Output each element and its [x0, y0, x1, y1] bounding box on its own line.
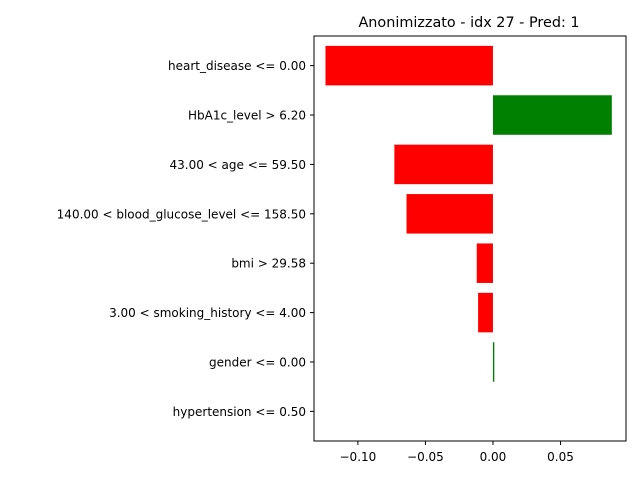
x-tick-label: −0.10: [340, 450, 377, 464]
x-axis-ticks: −0.10 −0.05 0.00 0.05: [340, 441, 574, 464]
bar-5: [476, 243, 493, 283]
y-tick-label: HbA1c_level > 6.20: [188, 109, 306, 123]
bar-6: [478, 292, 493, 333]
y-axis-ticks: heart_disease <= 0.00 HbA1c_level > 6.20 4…: [57, 59, 314, 419]
chart-title: Anonimizzato - idx 27 - Pred: 1: [358, 15, 579, 31]
y-tick-label: 3.00 < smoking_history <= 4.00: [109, 306, 306, 320]
y-tick-label: bmi > 29.58: [231, 257, 306, 271]
bar-2: [492, 95, 612, 135]
bar-4: [406, 194, 493, 234]
bar-7: [492, 342, 495, 382]
y-tick-label: gender <= 0.00: [209, 355, 306, 369]
y-tick-label: hypertension <= 0.50: [173, 405, 306, 419]
axes-frame: [313, 35, 627, 442]
bar-1: [325, 45, 493, 86]
bar-3: [394, 144, 493, 185]
y-tick-label: heart_disease <= 0.00: [168, 59, 306, 73]
bars-group: [325, 45, 612, 382]
x-tick-label: 0.05: [547, 450, 574, 464]
x-tick-label: 0.00: [480, 450, 507, 464]
y-tick-label: 140.00 < blood_glucose_level <= 158.50: [57, 207, 306, 221]
y-tick-label: 43.00 < age <= 59.50: [170, 158, 306, 172]
x-tick-label: −0.05: [407, 450, 444, 464]
